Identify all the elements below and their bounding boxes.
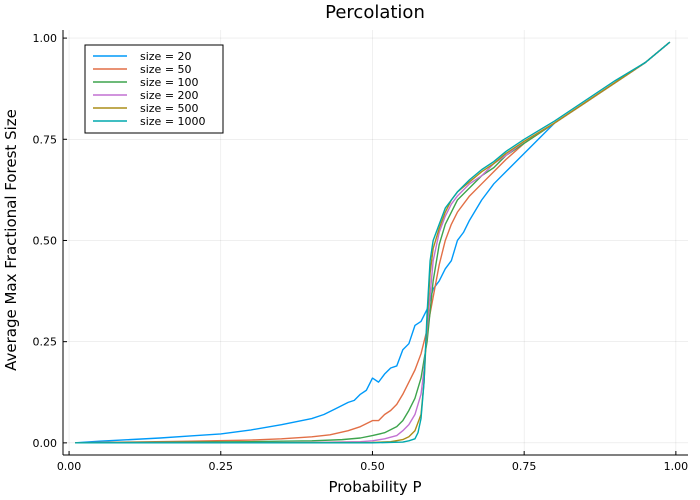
series-line-1: [75, 41, 671, 444]
y-tick-label-4: 1.00: [33, 32, 58, 45]
x-axis-label: Probability P: [328, 478, 421, 496]
series-line-5: [75, 41, 671, 444]
x-tick-label-0: 0.00: [57, 460, 82, 473]
legend-label-5: size = 1000: [140, 115, 206, 128]
axes: [62, 30, 688, 456]
legend-label-2: size = 100: [140, 76, 199, 89]
y-tick-label-0: 0.00: [33, 437, 58, 450]
x-tick-label-4: 1.00: [664, 460, 689, 473]
tick-labels: 0.00 0.25 0.50 0.75 1.00 0.00 0.25 0.50 0.75 1.00: [33, 32, 689, 473]
legend-label-3: size = 200: [140, 89, 199, 102]
x-tick-label-3: 0.75: [512, 460, 537, 473]
y-tick-label-1: 0.25: [33, 336, 58, 349]
series-line-0: [75, 41, 671, 444]
legend-label-1: size = 50: [140, 63, 192, 76]
legend-box: [84, 44, 224, 134]
legend-label-4: size = 500: [140, 102, 199, 115]
series-line-4: [75, 41, 671, 444]
x-tick-label-2: 0.50: [360, 460, 385, 473]
chart-title: Percolation: [325, 2, 425, 23]
series-layer: [75, 41, 671, 444]
series-line-2: [75, 41, 671, 444]
y-tick-label-3: 0.75: [33, 133, 58, 146]
x-tick-label-1: 0.25: [209, 460, 234, 473]
legend-label-0: size = 20: [140, 50, 192, 63]
y-tick-label-2: 0.50: [33, 234, 58, 247]
y-axis-label: Average Max Fractional Forest Size: [2, 109, 20, 371]
